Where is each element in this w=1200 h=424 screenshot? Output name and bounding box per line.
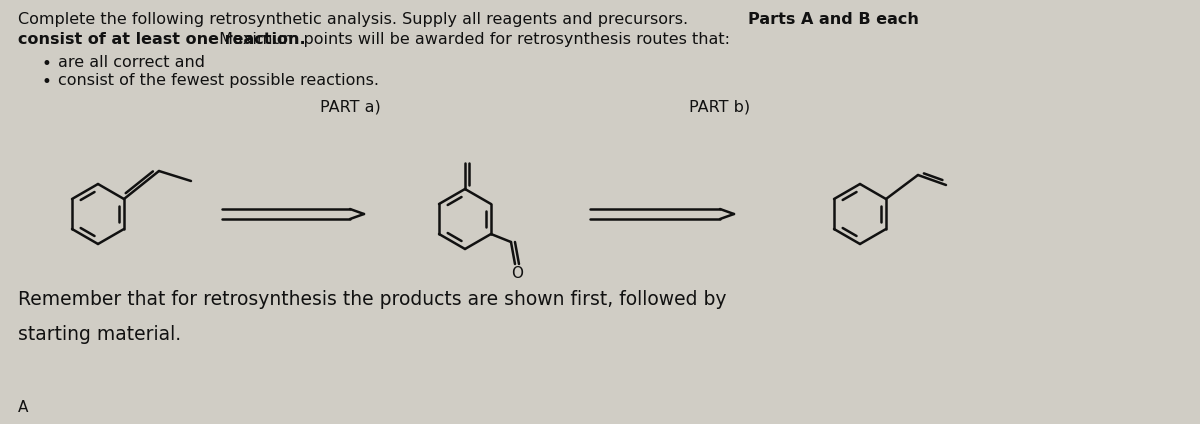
Text: •: • (42, 73, 52, 91)
Text: A: A (18, 400, 29, 415)
Text: O: O (511, 266, 523, 281)
Text: •: • (42, 55, 52, 73)
Text: consist of at least one reaction.: consist of at least one reaction. (18, 32, 306, 47)
Text: are all correct and: are all correct and (58, 55, 205, 70)
Text: starting material.: starting material. (18, 325, 181, 344)
Text: PART b): PART b) (690, 100, 750, 115)
Text: Remember that for retrosynthesis the products are shown first, followed by: Remember that for retrosynthesis the pro… (18, 290, 726, 309)
Text: consist of the fewest possible reactions.: consist of the fewest possible reactions… (58, 73, 379, 88)
Text: Complete the following retrosynthetic analysis. Supply all reagents and precurso: Complete the following retrosynthetic an… (18, 12, 694, 27)
Text: Maximum points will be awarded for retrosynthesis routes that:: Maximum points will be awarded for retro… (214, 32, 730, 47)
Text: Parts A and B each: Parts A and B each (748, 12, 919, 27)
Text: PART a): PART a) (319, 100, 380, 115)
